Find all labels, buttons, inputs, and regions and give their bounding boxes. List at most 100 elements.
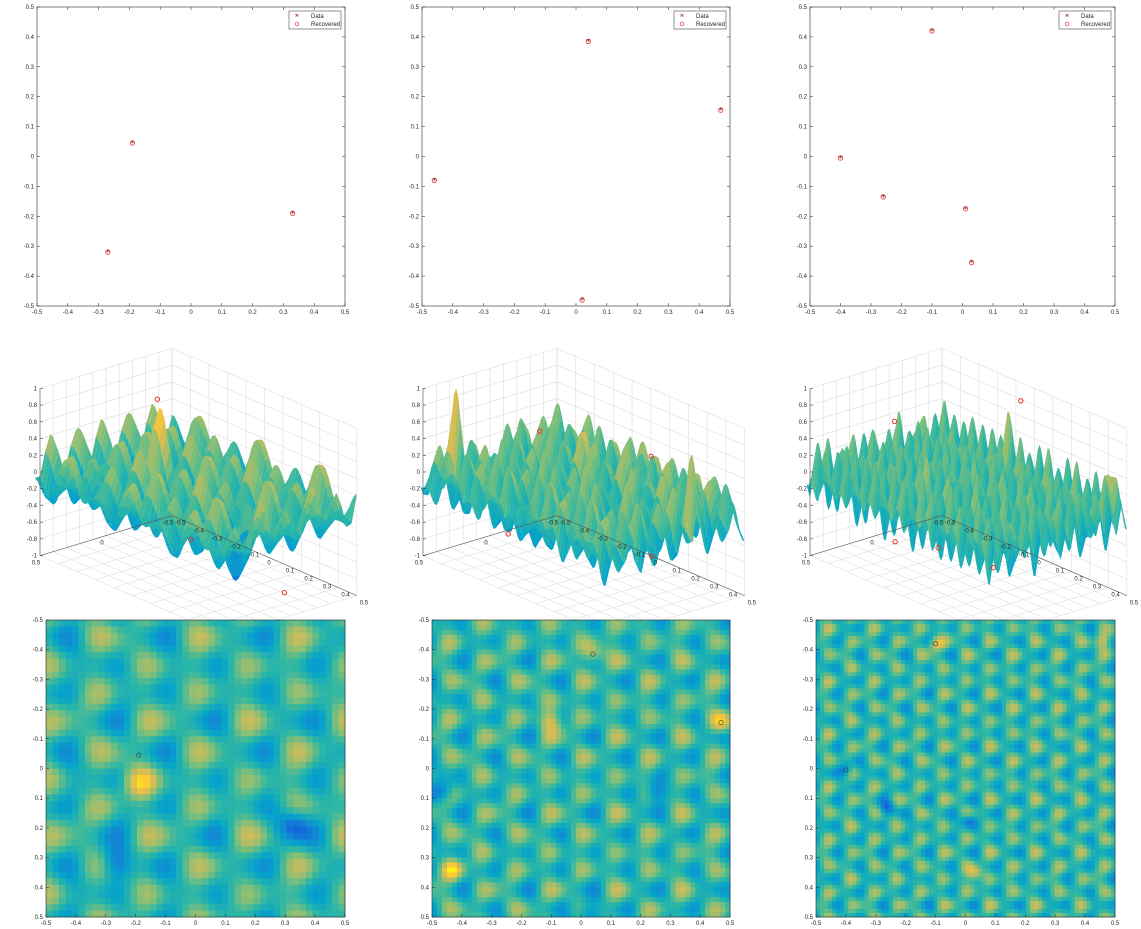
z-tick-label: 0.8 [29, 403, 38, 409]
z-tick-label: 1 [417, 386, 421, 392]
x-tick-label: 0.4 [310, 310, 319, 316]
surface-facet [256, 439, 265, 444]
grid-line [957, 579, 1090, 620]
x-tick-label: -0.2 [509, 310, 520, 316]
y-tick-label: 0.3 [710, 585, 719, 591]
y-tick-label: -0.3 [212, 537, 223, 543]
x-tick-label: 0.5 [32, 561, 41, 567]
z-tick-label: -0.4 [410, 503, 421, 509]
surface-facet [259, 443, 268, 452]
y-tick-label: -0.3 [797, 244, 808, 250]
z-tick-label: -0.8 [410, 537, 421, 543]
surface-panel-3: 10.80.60.40.20-0.2-0.4-0.6-0.8-1-0.500.5… [797, 348, 1139, 636]
surface-facet [248, 459, 256, 491]
surface-facet [269, 502, 278, 538]
surface-facet [287, 535, 296, 552]
x-tick-label: -0.5 [32, 310, 43, 316]
scatter-panel-2: -0.5 -0.4 -0.3 -0.2 -0.1 0 0.1 0.2 0.3 0.4 0.50.50… [409, 5, 735, 316]
x-tick-label: -0.3 [93, 310, 104, 316]
y-tick-label: 0.2 [691, 577, 700, 583]
surface-facet [235, 482, 243, 507]
surface-facet [313, 494, 322, 517]
surface-facet [146, 404, 155, 425]
surface-facet [206, 456, 214, 461]
x-tick-label: 0.4 [695, 310, 704, 316]
legend-recovered-label: Recovered [1081, 22, 1110, 28]
y-tick-label: -0.2 [616, 545, 627, 551]
y-tick-label: 0.5 [26, 5, 35, 11]
surface-mesh [34, 404, 357, 581]
surface-facet [289, 493, 298, 531]
surface-facet [343, 501, 352, 518]
surface-facet [303, 485, 312, 510]
surface-facet [194, 441, 203, 462]
surface-facet [195, 457, 204, 482]
surface-facet [231, 455, 240, 469]
surface-facet [168, 425, 176, 434]
z-tick-label: 0.6 [412, 420, 421, 426]
surface-facet [289, 482, 298, 491]
surface-facet [218, 462, 227, 482]
y-tick-label: 0.2 [304, 577, 313, 583]
x-tick-label: -0.5 [805, 310, 816, 316]
y-tick-label: 0 [267, 561, 271, 567]
surface-facet [123, 412, 132, 437]
z-tick-label: -1 [415, 554, 421, 560]
x-tick-label: -0.1 [540, 310, 551, 316]
surface-facet [294, 485, 303, 500]
data-point: * [130, 139, 134, 148]
y-tick-label: 0.3 [323, 585, 332, 591]
z-tick-label: 0 [417, 470, 421, 476]
y-tick-label: -0.1 [797, 184, 808, 190]
surface-facet [315, 517, 324, 524]
surface-facet [281, 488, 289, 508]
surface-facet [276, 472, 284, 496]
y-tick-label: -0.1 [635, 553, 646, 559]
surface-facet [312, 526, 321, 539]
surface-facet [346, 495, 355, 520]
surface-facet [189, 441, 198, 475]
x-tick-label: -0.3 [866, 310, 877, 316]
y-tick-label: -0.5 [409, 304, 420, 310]
surface-facet [131, 428, 140, 458]
surface-facet [321, 505, 329, 518]
y-tick-label: -0.4 [193, 529, 204, 535]
grid-line [119, 531, 305, 612]
surface-facet [259, 480, 267, 506]
surface-facet [270, 464, 279, 481]
y-tick-label: -0.2 [24, 214, 35, 220]
data-point: * [881, 193, 885, 202]
legend-data-label: Data [1081, 14, 1094, 20]
legend-recovered-marker [1064, 21, 1070, 27]
surface-facet [325, 485, 334, 498]
grid-line [150, 563, 283, 604]
surface-facet [196, 416, 204, 422]
legend-box [288, 10, 342, 30]
z-tick-label: 0.2 [412, 453, 421, 459]
data-point: * [580, 296, 584, 305]
legend-data-label: Data [696, 14, 709, 20]
surface-facet [269, 484, 278, 493]
surface-facet [214, 476, 222, 487]
y-tick-label: -0.5 [175, 521, 186, 527]
y-tick-label: -0.4 [579, 529, 590, 535]
x-tick-label: 0.3 [664, 310, 673, 316]
x-tick-label: 0 [100, 541, 104, 547]
z-tick-label: 0 [34, 470, 38, 476]
surface-facet [228, 454, 237, 463]
x-tick-label: 0.2 [1019, 310, 1028, 316]
grid-line [105, 535, 291, 616]
data-point: * [291, 209, 295, 218]
grid-line [809, 364, 1127, 446]
data-point: * [839, 154, 843, 163]
data-point: * [719, 106, 723, 115]
y-tick-label: 0.1 [673, 569, 682, 575]
surface-facet [234, 460, 242, 477]
surface-facet [255, 465, 264, 487]
z-tick-label: -0.6 [27, 520, 38, 526]
y-tick-label: 0.5 [411, 5, 420, 11]
z-tick-label: 0.8 [412, 403, 421, 409]
y-tick-label: 0 [31, 155, 35, 161]
legend-data-marker: * [1065, 13, 1069, 22]
